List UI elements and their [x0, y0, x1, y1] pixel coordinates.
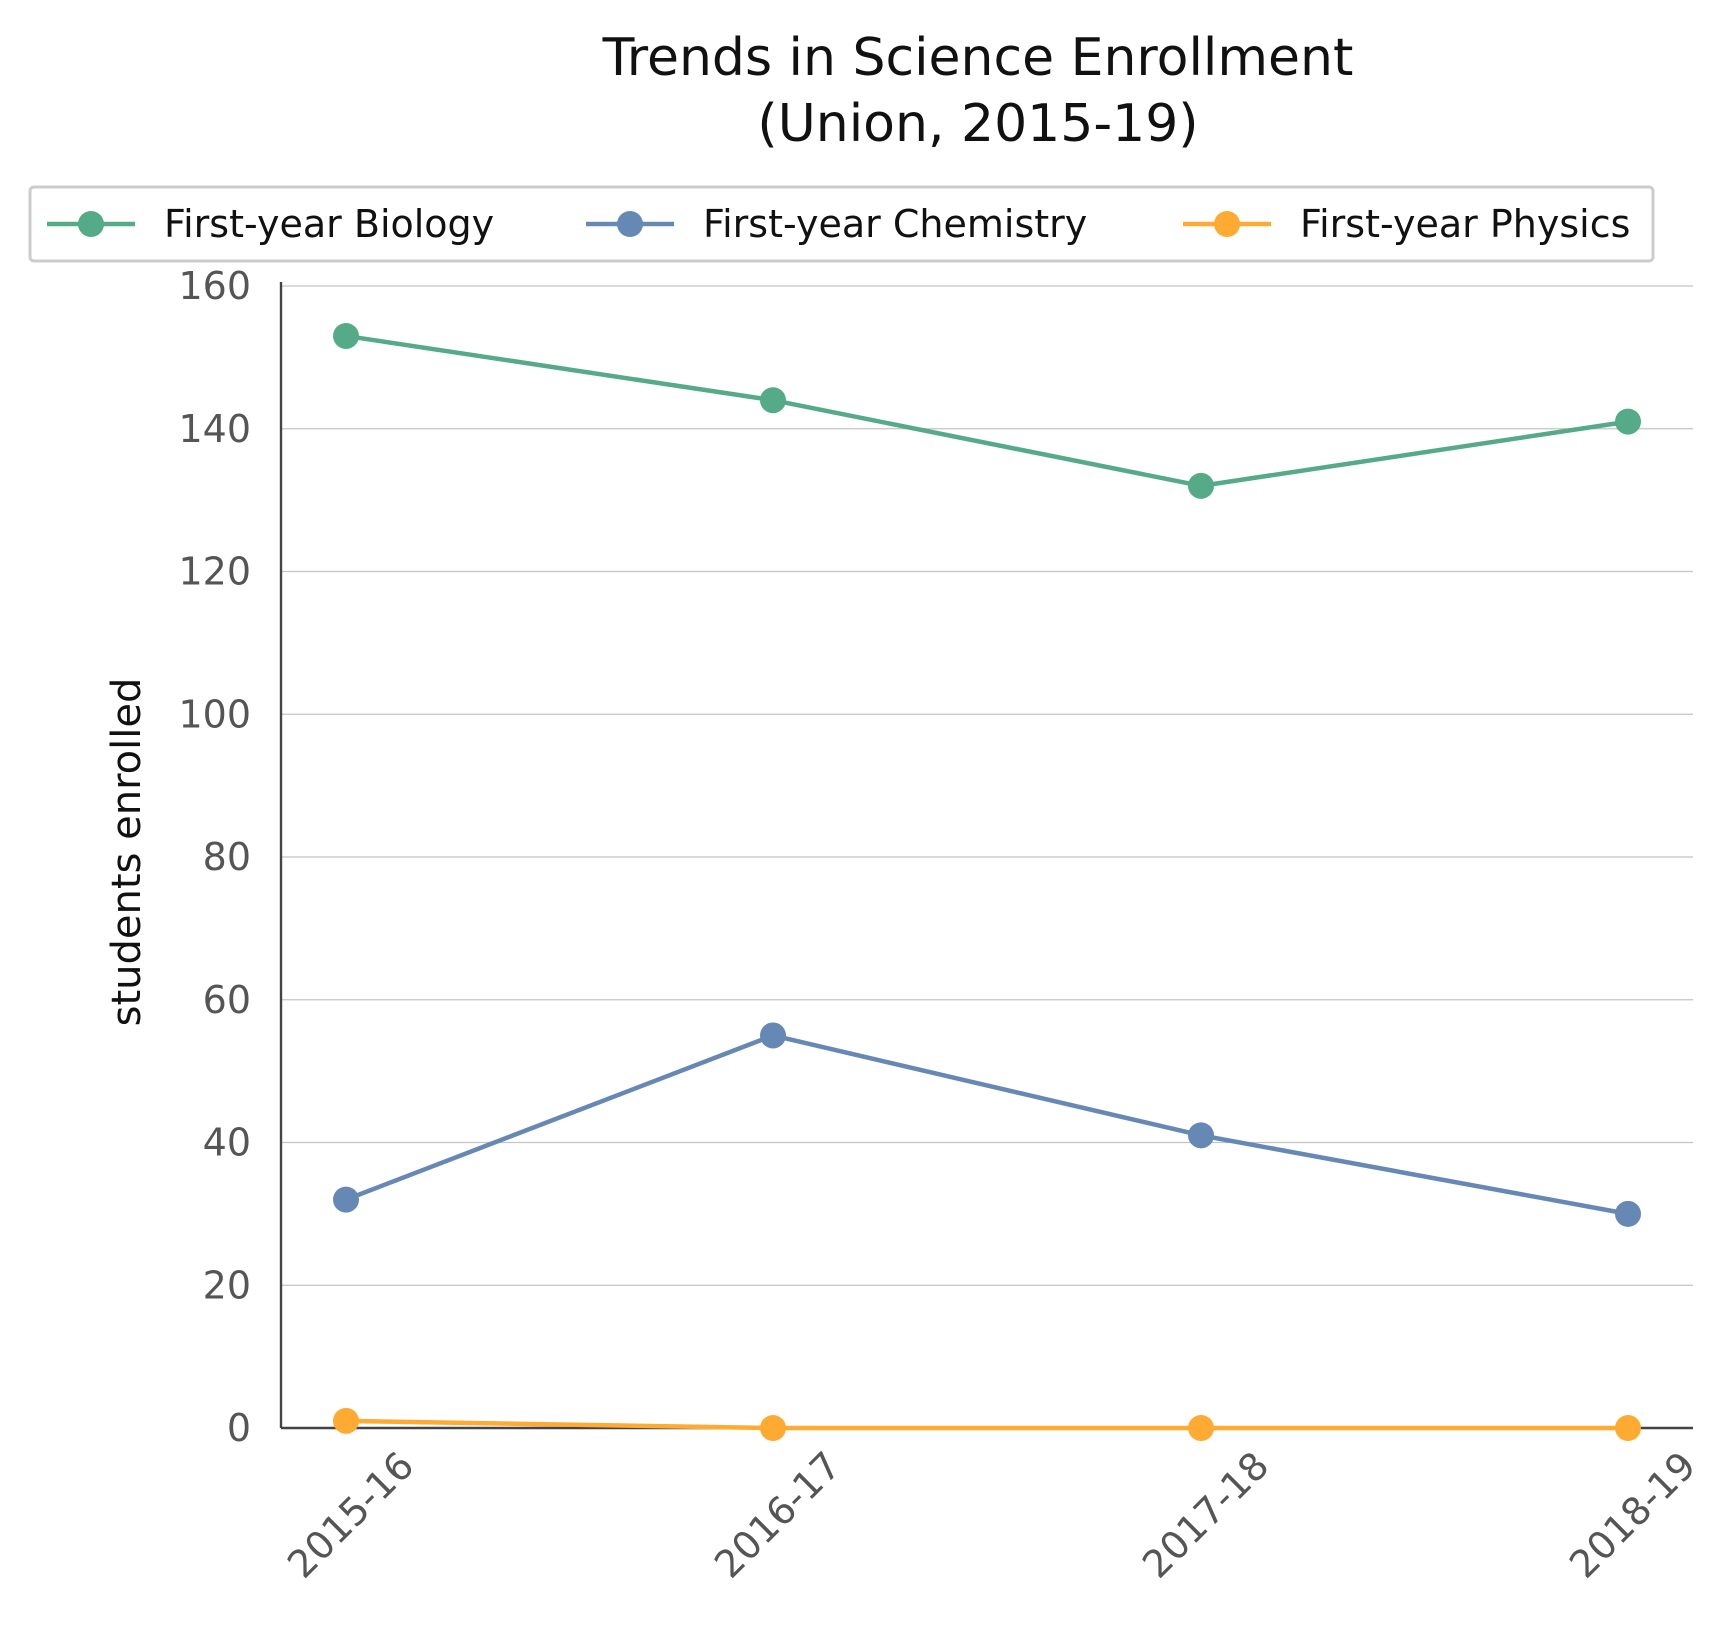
chart-title-line2: (Union, 2015-19) — [757, 94, 1198, 154]
y-tick-labels: 0 20 40 60 80 100 120 140 160 — [178, 264, 251, 1450]
data-point — [1188, 1122, 1214, 1149]
y-tick-label: 120 — [178, 550, 251, 594]
y-tick-label: 0 — [227, 1406, 251, 1450]
data-point — [760, 1022, 786, 1049]
legend-label: First-year Chemistry — [703, 202, 1087, 246]
y-tick-label: 100 — [178, 692, 251, 736]
grid-lines — [281, 285, 1693, 1286]
y-tick-label: 80 — [203, 835, 251, 879]
axes — [279, 282, 1693, 1430]
data-point — [333, 1407, 359, 1434]
legend-label: First-year Biology — [164, 202, 494, 246]
y-tick-label: 20 — [203, 1263, 251, 1307]
data-point — [760, 387, 786, 414]
data-point — [760, 1415, 786, 1441]
y-axis-title: students enrolled — [104, 678, 150, 1027]
legend-marker — [617, 211, 643, 237]
legend-marker — [78, 211, 104, 237]
data-point — [1615, 1415, 1641, 1441]
legend: First-year Biology First-year Chemistry Fi… — [28, 185, 1655, 263]
legend-item: First-year Chemistry — [586, 202, 1087, 246]
legend-box — [28, 185, 1655, 263]
series-line — [345, 1033, 1629, 1217]
data-point — [1615, 1200, 1641, 1227]
series-group — [333, 322, 1641, 1441]
chart-title-line1: Trends in Science Enrollment — [602, 28, 1354, 88]
y-tick-label: 60 — [203, 978, 251, 1022]
legend-label: First-year Physics — [1300, 202, 1630, 246]
series-1 — [333, 1022, 1641, 1227]
data-point — [1188, 1415, 1214, 1441]
y-tick-label: 160 — [178, 264, 251, 308]
series-line — [345, 333, 1629, 489]
data-point — [333, 322, 359, 349]
legend-marker — [1214, 211, 1240, 237]
data-point — [1188, 472, 1214, 499]
x-tick-label: 2015-16 — [279, 1443, 422, 1586]
y-tick-label: 140 — [178, 407, 251, 451]
x-tick-label: 2018-19 — [1561, 1443, 1704, 1586]
series-2 — [333, 1407, 1641, 1441]
y-tick-label: 40 — [203, 1121, 251, 1165]
series-line — [345, 1418, 1628, 1431]
series-0 — [333, 322, 1641, 499]
x-tick-label: 2016-17 — [706, 1443, 849, 1586]
legend-item: First-year Biology — [47, 202, 494, 246]
data-point — [1615, 408, 1641, 435]
x-tick-label: 2017-18 — [1134, 1443, 1277, 1586]
x-tick-labels: 2015-16 2016-17 2017-18 2018-19 — [279, 1443, 1704, 1586]
legend-item: First-year Physics — [1183, 202, 1630, 246]
data-point — [333, 1186, 359, 1213]
